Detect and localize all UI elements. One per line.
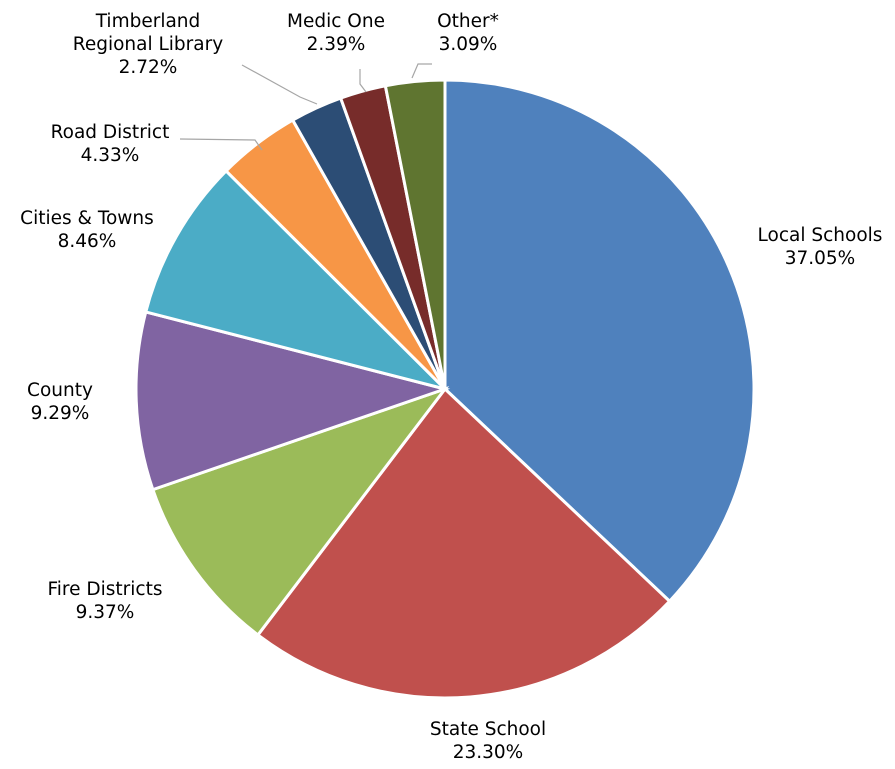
slice-labels: Local Schools 37.05% State School 23.30% Fir…: [20, 11, 882, 763]
slice-name-text: County: [27, 380, 93, 401]
slice-value-text: 2.39%: [307, 34, 366, 55]
slice-value-text: 23.30%: [453, 742, 524, 763]
slice-name-text: State School: [430, 719, 546, 740]
slice-name-text: Other*: [437, 11, 499, 32]
pie-slice-county: [134, 310, 451, 492]
pie-slice-other: [383, 78, 447, 390]
leader-line-road-district: [179, 138, 263, 151]
leader-line-medic-one: [359, 69, 367, 93]
slice-name-text: Fire Districts: [48, 579, 163, 600]
slice-label-cities-towns: Cities & Towns 8.46%: [20, 208, 154, 252]
slice-label-medic-one: Medic One 2.39%: [287, 11, 385, 55]
slice-value-text: 9.37%: [76, 602, 135, 623]
pie-slice-fire-districts: [150, 385, 450, 638]
slice-name-text: Regional Library: [73, 34, 223, 55]
slice-label-state-school: State School 23.30%: [430, 719, 546, 763]
leader-line-other: [411, 63, 432, 79]
slice-name-text: Medic One: [287, 11, 385, 32]
slice-value-text: 8.46%: [58, 231, 117, 252]
slice-value-text: 2.72%: [119, 57, 178, 78]
leader-lines: [179, 63, 432, 151]
slice-value-text: 3.09%: [439, 34, 498, 55]
slice-name-text: Timberland: [95, 11, 201, 32]
slice-label-timberland-regional-library: Timberland Regional Library 2.72%: [73, 11, 223, 78]
slice-label-county: County 9.29%: [27, 380, 93, 424]
slice-name-text: Local Schools: [758, 225, 883, 246]
pie-slice-cities-towns: [143, 168, 450, 392]
slice-label-local-schools: Local Schools 37.05%: [758, 225, 883, 269]
slice-value-text: 37.05%: [785, 248, 856, 269]
slice-name-text: Cities & Towns: [20, 208, 154, 229]
slice-value-text: 4.33%: [81, 145, 140, 166]
leader-line-timberland-regional-library: [241, 64, 318, 105]
slice-label-other: Other* 3.09%: [437, 11, 499, 55]
slice-label-fire-districts: Fire Districts 9.37%: [48, 579, 163, 623]
pie-slice-local-schools: [443, 78, 756, 604]
slice-name-text: Road District: [51, 122, 170, 143]
slice-label-road-district: Road District 4.33%: [51, 122, 170, 166]
pie-slice-state-school: [255, 386, 672, 700]
slice-value-text: 9.29%: [31, 403, 90, 424]
pie-slices: [134, 78, 756, 700]
